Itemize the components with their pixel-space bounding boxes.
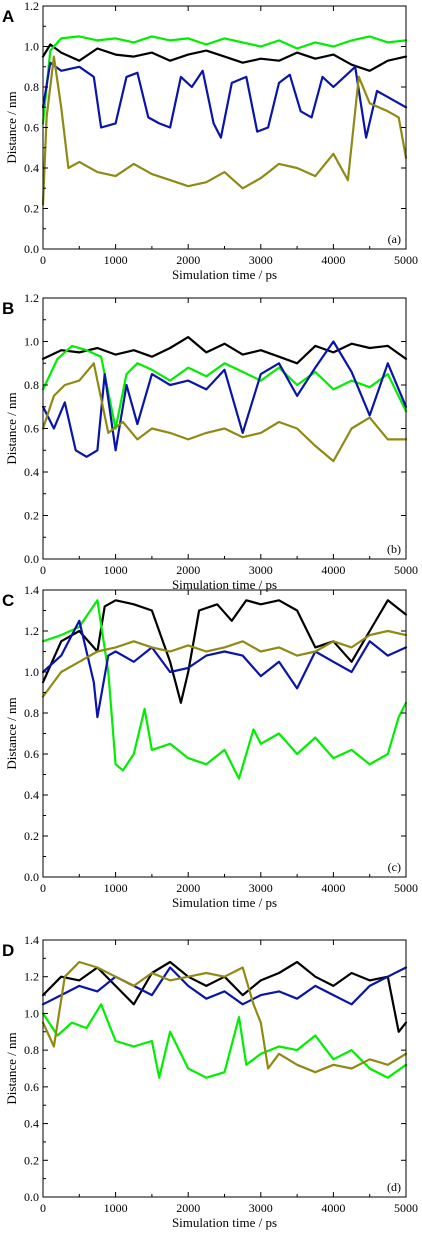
x-axis-title: Simulation time / ps: [172, 895, 277, 910]
y-tick-label: 1.4: [24, 933, 39, 947]
series-line-1: [41, 599, 408, 704]
y-tick-label: 0.4: [24, 788, 39, 802]
y-axis-title: Distance / nm: [4, 392, 19, 464]
x-tick-label: 3000: [249, 253, 273, 267]
y-tick-label: 0.6: [24, 747, 39, 761]
y-tick-label: 1.0: [24, 335, 39, 349]
x-tick-label: 5000: [394, 253, 418, 267]
panel-sublabel: (d): [387, 1180, 401, 1194]
x-tick-label: 1000: [104, 563, 128, 577]
x-axis-title: Simulation time / ps: [172, 267, 277, 282]
y-tick-label: 0.2: [24, 509, 39, 523]
series-line-4: [41, 55, 408, 206]
y-tick-label: 0.4: [24, 465, 39, 479]
y-tick-label: 0.8: [24, 706, 39, 720]
x-tick-label: 4000: [321, 563, 345, 577]
y-tick-label: 1.2: [24, 624, 39, 638]
panel-letter: D: [2, 941, 14, 960]
x-tick-label: 4000: [321, 881, 345, 895]
y-tick-label: 0.8: [24, 1043, 39, 1057]
series-line-2: [41, 599, 408, 780]
x-tick-label: 3000: [249, 1201, 273, 1215]
y-tick-label: 1.0: [24, 40, 39, 54]
y-tick-label: 1.0: [24, 1006, 39, 1020]
x-tick-label: 0: [40, 563, 46, 577]
series-line-3: [41, 619, 408, 719]
series-line-2: [41, 344, 408, 430]
panel-letter: B: [2, 299, 14, 318]
plot-frame: [42, 5, 407, 250]
x-axis-title: Simulation time / ps: [172, 577, 277, 592]
y-tick-label: 0.8: [24, 378, 39, 392]
panel-sublabel: (b): [387, 542, 401, 556]
x-tick-label: 3000: [249, 563, 273, 577]
y-axis-title: Distance / nm: [4, 91, 19, 163]
y-tick-label: 1.2: [24, 0, 39, 13]
y-tick-label: 0.0: [24, 552, 39, 566]
x-tick-label: 4000: [321, 253, 345, 267]
y-tick-label: 0.0: [24, 242, 39, 256]
series-line-1: [41, 336, 408, 365]
y-tick-label: 0.2: [24, 202, 39, 216]
x-tick-label: 5000: [394, 881, 418, 895]
y-tick-label: 0.4: [24, 161, 39, 175]
x-tick-label: 4000: [321, 1201, 345, 1215]
series-line-2: [41, 1003, 408, 1079]
x-tick-label: 2000: [176, 881, 200, 895]
plot-frame: [42, 589, 407, 878]
y-tick-label: 0.4: [24, 1117, 39, 1131]
series-line-3: [41, 61, 408, 139]
y-tick-label: 1.2: [24, 970, 39, 984]
x-tick-label: 0: [40, 881, 46, 895]
y-tick-label: 1.4: [24, 583, 39, 597]
y-tick-label: 1.0: [24, 665, 39, 679]
series-line-4: [41, 362, 408, 463]
y-tick-label: 0.2: [24, 1153, 39, 1167]
panel-a: A 0 1000 2000 3000 4000 5000 0.0 0.2 0.4 0.6 0.8 1.0…: [2, 0, 418, 282]
series-line-4: [41, 960, 408, 1074]
x-tick-label: 2000: [176, 253, 200, 267]
panel-d: D 0 1000 2000 3000 4000 5000 0.0 0.2 0.4 0.6 0.8 1.0…: [2, 933, 418, 1230]
panel-sublabel: (c): [388, 860, 401, 874]
x-tick-label: 2000: [176, 1201, 200, 1215]
y-tick-label: 0.6: [24, 121, 39, 135]
x-tick-label: 2000: [176, 563, 200, 577]
x-tick-label: 1000: [104, 1201, 128, 1215]
y-tick-label: 0.6: [24, 1080, 39, 1094]
y-tick-label: 1.2: [24, 291, 39, 305]
y-tick-label: 0.0: [24, 870, 39, 884]
panel-b: B 0 1000 2000 3000 4000 5000 0.0 0.2 0.4 0.6 0.8 1.0…: [2, 291, 418, 592]
y-tick-label: 0.2: [24, 829, 39, 843]
x-tick-label: 1000: [104, 881, 128, 895]
series-line-3: [41, 340, 408, 458]
series-line-4: [41, 629, 408, 698]
panel-letter: A: [2, 7, 14, 26]
series-line-1: [41, 960, 408, 1033]
x-tick-label: 5000: [394, 563, 418, 577]
x-tick-label: 0: [40, 253, 46, 267]
x-tick-label: 3000: [249, 881, 273, 895]
series-line-2: [41, 35, 408, 125]
y-tick-label: 0.6: [24, 422, 39, 436]
panel-sublabel: (a): [388, 232, 401, 246]
panel-c: C 0 1000 2000 3000 4000 5000 0.0 0.2 0.4 0.6 0.8 1.0…: [2, 583, 418, 910]
series-line-3: [41, 966, 408, 1006]
y-tick-label: 0.8: [24, 80, 39, 94]
x-axis-title: Simulation time / ps: [172, 1215, 277, 1230]
series-line-1: [41, 43, 408, 72]
y-axis-title: Distance / nm: [4, 697, 19, 769]
x-tick-label: 0: [40, 1201, 46, 1215]
x-tick-label: 1000: [104, 253, 128, 267]
x-tick-label: 5000: [394, 1201, 418, 1215]
y-tick-label: 0.0: [24, 1190, 39, 1204]
y-axis-title: Distance / nm: [4, 1032, 19, 1104]
panel-letter: C: [2, 591, 14, 610]
